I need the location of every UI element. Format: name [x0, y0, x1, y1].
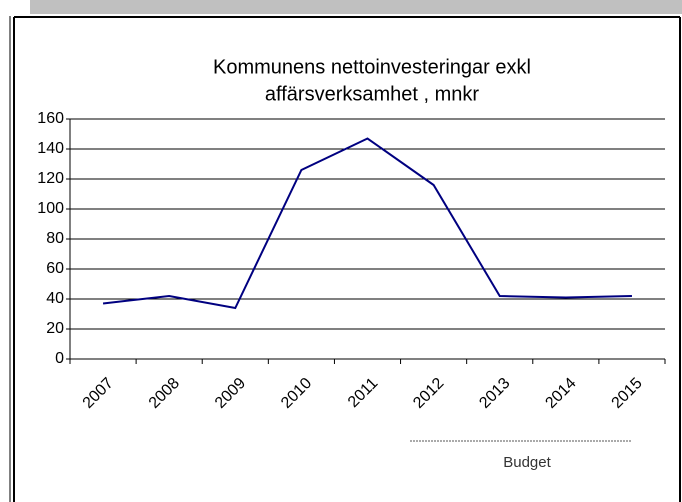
- y-tick-label: 0: [55, 350, 64, 367]
- x-tick-label: 2014: [542, 375, 579, 412]
- y-tick-label: 140: [37, 140, 64, 157]
- y-tick-label: 80: [46, 230, 64, 247]
- x-tick-label: 2009: [212, 375, 249, 412]
- x-tick-label: 2012: [410, 375, 447, 412]
- y-tick-label: 20: [46, 320, 64, 337]
- y-tick-label: 120: [37, 170, 64, 187]
- y-tick-label: 160: [37, 110, 64, 127]
- x-tick-label: 2011: [345, 375, 381, 411]
- x-tick-label: 2007: [80, 375, 117, 412]
- y-tick-label: 100: [37, 200, 64, 217]
- x-tick-label: 2010: [278, 375, 315, 412]
- chart-title: affärsverksamhet , mnkr: [265, 83, 479, 105]
- y-tick-label: 40: [46, 290, 64, 307]
- x-tick-label: 2015: [609, 375, 646, 412]
- x-tick-label: 2013: [476, 375, 513, 412]
- x-tick-label: 2008: [146, 375, 183, 412]
- chart-title: Kommunens nettoinvesteringar exkl: [213, 56, 531, 78]
- data-line: [102, 137, 632, 310]
- y-tick-label: 60: [46, 260, 64, 277]
- annotation: Budget: [503, 454, 551, 471]
- top-bar: [30, 0, 682, 14]
